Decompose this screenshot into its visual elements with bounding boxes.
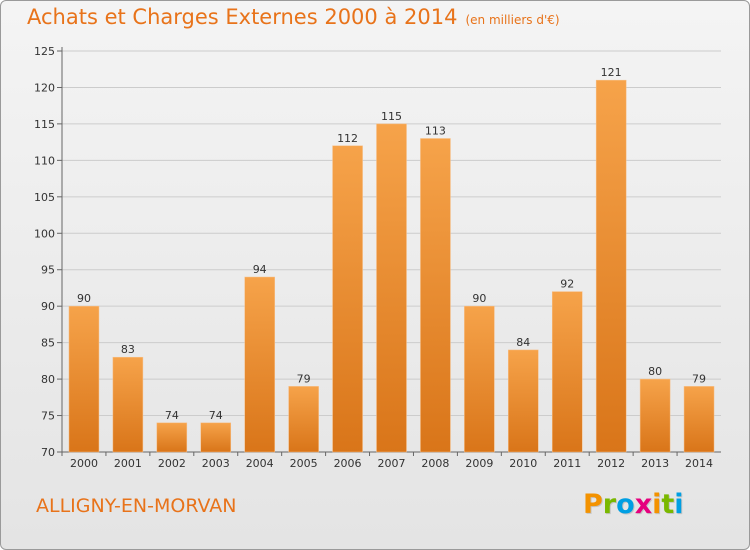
- bar-2013: [639, 378, 671, 453]
- data-label: 74: [209, 409, 223, 422]
- data-labels: 90 83 74 74 94 79 112 115 113 90 84 92 121 80 79: [77, 66, 706, 422]
- x-tick-label: 2008: [421, 457, 449, 470]
- chart-subtitle: (en milliers d'€): [465, 13, 560, 27]
- x-tick-label: 2005: [290, 457, 318, 470]
- bar-2007: [376, 123, 407, 453]
- x-tick-label: 2011: [553, 457, 581, 470]
- data-label: 90: [77, 292, 91, 305]
- data-label: 80: [648, 365, 662, 378]
- y-tick-label: 85: [41, 337, 55, 350]
- y-tick-labels: 70 75 80 85 90 95 100 105 110 115 120 125: [34, 45, 62, 459]
- data-label: 115: [381, 110, 402, 123]
- y-tick-label: 100: [34, 227, 55, 240]
- y-tick-label: 80: [41, 373, 55, 386]
- x-tick-label: 2009: [465, 457, 493, 470]
- x-tick-labels: 2000 2001 2002 2003 2004 2005 2006 2007 2008 2009…: [61, 452, 713, 470]
- y-tick-label: 90: [41, 300, 55, 313]
- commune-name: ALLIGNY-EN-MORVAN: [36, 495, 237, 517]
- bar-2000: [68, 305, 100, 453]
- x-tick-label: 2012: [597, 457, 625, 470]
- bar-2003: [200, 422, 232, 453]
- x-tick-label: 2013: [641, 457, 669, 470]
- data-label: 94: [253, 263, 267, 276]
- y-tick-label: 105: [34, 191, 55, 204]
- x-tick-label: 2004: [246, 457, 274, 470]
- proxiti-logo[interactable]: Proxiti: [583, 489, 684, 520]
- bar-2008: [420, 138, 451, 453]
- x-tick-label: 2003: [202, 457, 230, 470]
- bar-2011: [551, 291, 583, 453]
- y-tick-label: 110: [34, 154, 55, 167]
- bar-2014: [683, 386, 715, 453]
- logo-letter: i: [652, 489, 662, 520]
- x-tick-label: 2006: [334, 457, 362, 470]
- logo-letter: o: [616, 489, 635, 520]
- data-label: 113: [425, 124, 446, 137]
- bar-2001: [112, 356, 144, 453]
- bars: [68, 79, 715, 453]
- logo-letter: P: [583, 489, 603, 520]
- x-tick-label: 2000: [70, 457, 98, 470]
- logo-letter: i: [674, 489, 684, 520]
- y-tick-label: 70: [41, 446, 55, 459]
- y-tick-label: 95: [41, 264, 55, 277]
- data-label: 83: [121, 343, 135, 356]
- x-tick-label: 2002: [158, 457, 186, 470]
- bar-2002: [156, 422, 188, 453]
- logo-letter: t: [661, 489, 675, 520]
- logo-letter: r: [602, 489, 617, 520]
- chart-title: Achats et Charges Externes 2000 à 2014: [27, 5, 458, 29]
- data-label: 121: [601, 66, 622, 79]
- y-tick-label: 75: [41, 410, 55, 423]
- x-tick-label: 2014: [685, 457, 713, 470]
- bar-2010: [508, 349, 539, 453]
- bar-2006: [332, 145, 363, 453]
- bar-2012: [595, 79, 627, 453]
- bar-2009: [464, 305, 495, 453]
- bar-2005: [288, 386, 319, 453]
- x-tick-label: 2001: [114, 457, 142, 470]
- x-tick-label: 2010: [509, 457, 537, 470]
- data-label: 92: [560, 278, 574, 291]
- data-label: 74: [165, 409, 179, 422]
- logo-letter: x: [634, 489, 653, 520]
- data-label: 112: [337, 132, 358, 145]
- data-label: 90: [472, 292, 486, 305]
- x-tick-label: 2007: [378, 457, 406, 470]
- y-tick-label: 115: [34, 118, 55, 131]
- y-tick-label: 125: [34, 45, 55, 58]
- data-label: 79: [692, 372, 706, 385]
- bar-2004: [244, 276, 275, 453]
- y-tick-label: 120: [34, 81, 55, 94]
- data-label: 84: [516, 336, 530, 349]
- title-block: Achats et Charges Externes 2000 à 2014 (e…: [27, 5, 560, 29]
- data-label: 79: [297, 372, 311, 385]
